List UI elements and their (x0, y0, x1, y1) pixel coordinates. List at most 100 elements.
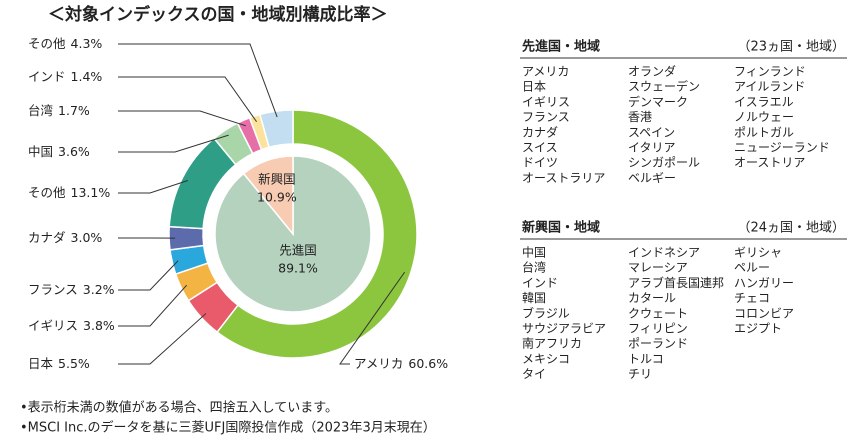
slice-value-label: 3.2% (83, 282, 115, 297)
list-item: スウェーデン (628, 79, 700, 94)
slice-label: インド 1.4% (28, 69, 102, 84)
list-item: ギリシャ (734, 246, 782, 260)
list-title: 新興国・地域 (522, 220, 600, 236)
list-item: イスラエル (734, 95, 794, 109)
slice-label: その他 4.3% (28, 36, 102, 51)
slice-value-label: 10.9% (257, 189, 297, 204)
list-item: カナダ (522, 124, 558, 139)
leader-line (118, 110, 247, 127)
list-item: チェコ (734, 291, 770, 305)
slice-label: 日本 5.5% (28, 356, 90, 371)
list-item: スイス (522, 141, 558, 155)
slice-label-name: 台湾 (28, 103, 53, 118)
list-item: エジプト (734, 322, 782, 336)
list-item: アメリカ (522, 65, 569, 79)
leader-line (339, 271, 406, 365)
slice-label: 中国 3.6% (28, 144, 90, 159)
pie-slice (216, 109, 418, 359)
slice-value-label: 4.3% (71, 36, 103, 51)
list-count: （23ヵ国・地域） (737, 40, 845, 55)
slice-label: 先進国 (279, 243, 317, 258)
list-item: ドイツ (522, 156, 558, 170)
slice-label-name: イギリス (28, 318, 78, 333)
list-item: クウェート (628, 306, 688, 320)
list-item: スペイン (628, 125, 675, 139)
list-item: タイ (522, 367, 546, 381)
list-item: コロンビア (734, 306, 794, 320)
chart-title: ＜対象インデックスの国・地域別構成比率＞ (48, 4, 388, 25)
list-item: オランダ (628, 64, 676, 79)
list-item: トルコ (628, 352, 664, 366)
leader-line (118, 76, 258, 123)
footnote: •表示桁未満の数値がある場合、四捨五入しています。 (20, 400, 338, 416)
slice-label: イギリス 3.8% (28, 318, 115, 333)
slice-value-label: 3.6% (58, 144, 90, 159)
slice-label-name: インド (28, 69, 66, 84)
list-item: オーストリア (734, 156, 805, 170)
list-count: （24ヵ国・地域） (737, 221, 845, 236)
list-item: 南アフリカ (522, 336, 582, 351)
list-item: ノルウェー (734, 110, 794, 124)
slice-label: 台湾 1.7% (28, 103, 90, 118)
list-item: ペルー (734, 261, 770, 275)
slice-value-label: 1.7% (58, 103, 90, 118)
slice-label-name: 日本 (28, 356, 54, 371)
slice-label-name: カナダ (28, 230, 66, 245)
slice-label-name: その他 (28, 185, 66, 200)
pie-slice (242, 155, 294, 237)
list-item: フィンランド (734, 65, 806, 79)
list-item: マレーシア (628, 261, 688, 275)
list-item: ブラジル (522, 305, 570, 320)
slice-label: 新興国 (258, 171, 296, 186)
list-item: フィリピン (628, 322, 688, 336)
list-item: インド (522, 276, 558, 290)
slice-label-name: アメリカ (354, 356, 403, 371)
slice-value-label: 5.5% (58, 356, 90, 371)
slice-value-label: 1.4% (71, 69, 103, 84)
leader-line (118, 43, 278, 118)
leader-line (118, 180, 188, 194)
slice-label-name: フランス (28, 282, 78, 297)
list-item: カタール (628, 291, 676, 305)
list-item: デンマーク (628, 94, 688, 109)
slice-value-label: 89.1% (278, 261, 318, 276)
list-item: アイルランド (734, 80, 805, 94)
list-item: 日本 (522, 80, 546, 94)
list-item: チリ (628, 367, 652, 381)
leader-line (118, 313, 207, 365)
list-item: 香港 (628, 110, 652, 124)
footnote: •MSCI Inc.のデータを基に三菱UFJ国際投信作成（2023年3月末現在） (20, 420, 436, 436)
slice-label-name: 中国 (28, 144, 53, 159)
slice-label: アメリカ 60.6% (354, 356, 448, 371)
slice-label: カナダ 3.0% (28, 230, 102, 245)
slice-value-label: 3.8% (83, 318, 115, 333)
list-item: シンガポール (628, 156, 700, 170)
pie-slice (259, 109, 294, 149)
list-item: 中国 (522, 245, 546, 260)
list-item: オーストラリア (522, 171, 605, 185)
list-item: メキシコ (522, 352, 570, 366)
list-item: サウジアラビア (522, 322, 606, 336)
list-item: ベルギー (628, 171, 676, 185)
leader-line (118, 260, 179, 291)
list-item: インドネシア (628, 246, 700, 260)
slice-label-name: その他 (28, 36, 66, 51)
slice-value-label: 13.1% (71, 185, 111, 200)
list-item: ハンガリー (734, 276, 794, 290)
leader-line (118, 134, 229, 153)
list-item: イタリア (628, 141, 676, 155)
slice-label: その他 13.1% (28, 185, 110, 200)
list-item: ポーランド (628, 337, 688, 351)
list-item: イギリス (522, 95, 570, 109)
leader-line (118, 284, 188, 327)
slice-value-label: 60.6% (408, 356, 448, 371)
list-item: 韓国 (522, 291, 546, 305)
list-item: ポルトガル (734, 125, 794, 139)
slice-value-label: 3.0% (71, 230, 103, 245)
list-item: 台湾 (522, 260, 546, 275)
slice-label: フランス 3.2% (28, 282, 115, 297)
list-title: 先進国・地域 (522, 39, 600, 55)
list-item: ニュージーランド (734, 141, 830, 155)
list-item: アラブ首長国連邦 (628, 275, 724, 290)
